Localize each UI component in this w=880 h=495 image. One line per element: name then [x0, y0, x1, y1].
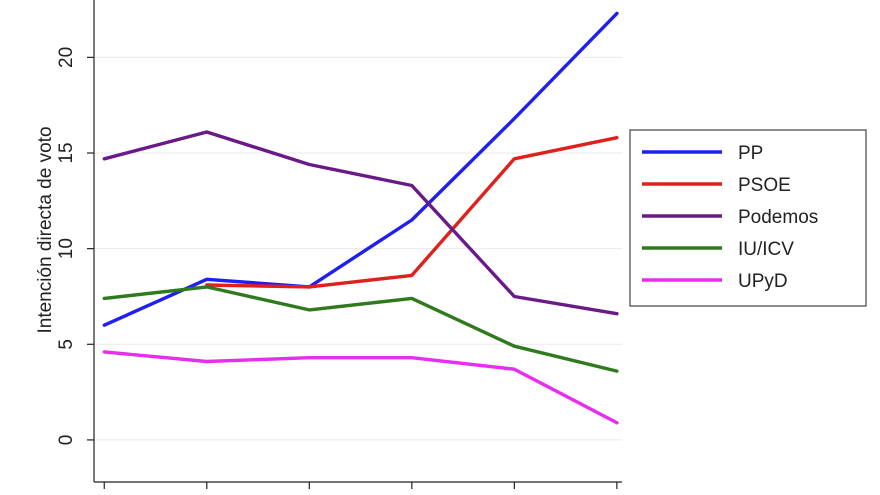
legend-box	[629, 129, 867, 307]
axes: 0 5 10 15 20	[56, 0, 622, 489]
series-line-upyd	[102, 350, 619, 425]
legend-label-psoe: PSOE	[738, 175, 791, 196]
y-tick-label: 0	[56, 435, 77, 446]
series-line-podemos	[102, 130, 619, 316]
y-axis-label: Intención directa de voto	[35, 126, 56, 333]
legend: PP PSOE Podemos IU/ICV UPyD	[629, 129, 867, 307]
legend-label-iu-icv: IU/ICV	[738, 239, 794, 260]
legend-label-upyd: UPyD	[738, 271, 788, 292]
series-line-iu-icv	[102, 285, 619, 373]
y-tick-label: 20	[56, 47, 77, 68]
series-line-pp	[102, 11, 619, 327]
legend-label-pp: PP	[738, 143, 763, 164]
y-tick-label: 5	[56, 339, 77, 350]
y-tick-label: 10	[56, 238, 77, 259]
series-lines	[102, 11, 619, 425]
y-tick-label: 15	[56, 142, 77, 163]
legend-label-podemos: Podemos	[738, 207, 818, 228]
series-line-psoe	[205, 135, 619, 289]
